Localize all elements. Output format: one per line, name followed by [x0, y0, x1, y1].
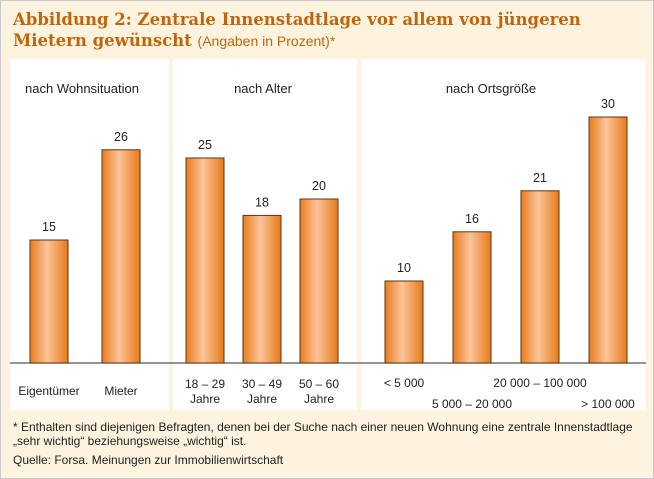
data-label: 25: [198, 138, 212, 152]
category-label: < 5 000: [384, 376, 425, 390]
category-label: 20 000 – 100 000: [493, 376, 587, 390]
group-label: nach Wohnsituation: [25, 81, 139, 96]
bar: [520, 190, 560, 364]
category-label: Mieter: [104, 384, 137, 398]
category-label: 18 – 29: [185, 377, 225, 391]
group-label: nach Ortsgröße: [446, 81, 536, 96]
bar: [452, 231, 492, 364]
figure-title-note: (Angaben in Prozent)*: [197, 33, 336, 49]
data-label: 30: [601, 97, 615, 111]
category-label: Jahre: [247, 392, 277, 406]
category-label: Jahre: [304, 392, 334, 406]
category-label: Eigentümer: [18, 384, 79, 398]
group-label: nach Alter: [234, 81, 292, 96]
footnote: * Enthalten sind diejenigen Befragten, d…: [13, 420, 633, 448]
category-label: > 100 000: [581, 397, 635, 410]
bar: [588, 116, 628, 364]
chart-panel: nach Wohnsituation 15 Eigentümer 26 Mieter na…: [10, 59, 646, 411]
panel-separator: [169, 59, 173, 410]
panel-separator: [357, 59, 361, 410]
data-label: 21: [533, 171, 547, 185]
bar: [384, 280, 424, 364]
bar: [185, 157, 225, 364]
figure-title-main: Abbildung 2: Zentrale Innenstadtlage vor…: [13, 10, 581, 50]
data-label: 15: [42, 220, 56, 234]
data-label: 16: [465, 212, 479, 226]
notes-block: * Enthalten sind diejenigen Befragten, d…: [13, 420, 649, 467]
category-label: 5 000 – 20 000: [432, 397, 512, 410]
category-label: 50 – 60: [299, 377, 339, 391]
bar: [101, 149, 141, 364]
data-label: 26: [114, 130, 128, 144]
bar: [299, 198, 339, 364]
bar-chart: nach Wohnsituation 15 Eigentümer 26 Mieter na…: [10, 59, 646, 411]
source-line: Quelle: Forsa. Meinungen zur Immobilienw…: [13, 453, 284, 467]
bar: [242, 214, 282, 364]
data-label: 10: [397, 261, 411, 275]
figure-title: Abbildung 2: Zentrale Innenstadtlage vor…: [13, 9, 643, 52]
category-label: Jahre: [190, 392, 220, 406]
category-label: 30 – 49: [242, 377, 282, 391]
data-label: 20: [312, 179, 326, 193]
bar: [29, 239, 69, 364]
data-label: 18: [255, 195, 269, 209]
